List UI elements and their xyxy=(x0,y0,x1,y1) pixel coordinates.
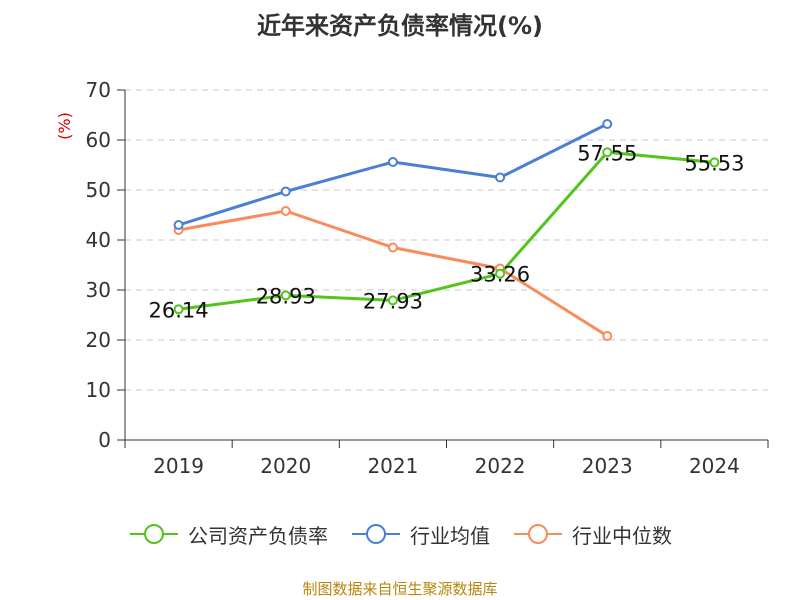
data-point xyxy=(280,186,291,197)
legend-label: 行业均值 xyxy=(410,523,490,548)
data-label: 33.26 xyxy=(470,263,530,287)
data-label: 27.93 xyxy=(363,289,423,313)
chart-legend: 公司资产负债率 行业均值 行业中位数 xyxy=(0,519,800,549)
x-tick-label: 2023 xyxy=(582,454,633,478)
data-point xyxy=(173,220,184,230)
legend-swatch-icon xyxy=(130,524,178,544)
x-tick-label: 2024 xyxy=(689,454,740,478)
y-tick-label: 70 xyxy=(86,78,111,102)
x-tick-label: 2020 xyxy=(260,454,311,478)
data-point xyxy=(602,147,613,158)
legend-label: 公司资产负债率 xyxy=(188,523,328,548)
legend-item[interactable]: 行业中位数 xyxy=(512,519,672,549)
y-tick-label: 40 xyxy=(86,228,111,252)
data-point xyxy=(495,172,506,183)
data-label: 28.93 xyxy=(256,284,316,308)
data-point xyxy=(709,157,720,168)
data-label: 57.55 xyxy=(577,141,637,165)
data-label: 26.14 xyxy=(149,298,209,322)
data-point xyxy=(387,295,398,306)
legend-swatch-icon xyxy=(352,524,400,544)
y-tick-label: 0 xyxy=(98,428,111,452)
x-tick-label: 2021 xyxy=(367,454,418,478)
y-tick-label: 60 xyxy=(86,128,111,152)
y-tick-label: 50 xyxy=(86,178,111,202)
data-point xyxy=(280,290,291,301)
data-point xyxy=(280,206,291,216)
data-point xyxy=(602,119,613,129)
data-point xyxy=(387,157,398,167)
legend-item[interactable]: 公司资产负债率 xyxy=(128,519,328,549)
legend-swatch-icon xyxy=(514,524,562,544)
series-line xyxy=(178,150,715,311)
chart-title: 近年来资产负债率情况(%) xyxy=(257,12,543,40)
legend-item[interactable]: 行业均值 xyxy=(350,519,490,549)
x-tick-label: 2019 xyxy=(153,454,204,478)
data-source-note: 制图数据来自恒生聚源数据库 xyxy=(302,580,498,598)
data-point xyxy=(602,331,613,341)
y-tick-label: 10 xyxy=(86,378,111,402)
series-line xyxy=(178,122,608,227)
series-line xyxy=(178,209,609,338)
x-tick-label: 2022 xyxy=(475,454,526,478)
y-axis-label: (%) xyxy=(55,112,74,140)
y-tick-label: 20 xyxy=(86,328,111,352)
data-label: 55.53 xyxy=(684,151,744,175)
y-tick-label: 30 xyxy=(86,278,111,302)
data-point xyxy=(387,242,398,253)
legend-label: 行业中位数 xyxy=(572,523,672,548)
data-point xyxy=(173,304,184,315)
data-point xyxy=(495,268,506,279)
